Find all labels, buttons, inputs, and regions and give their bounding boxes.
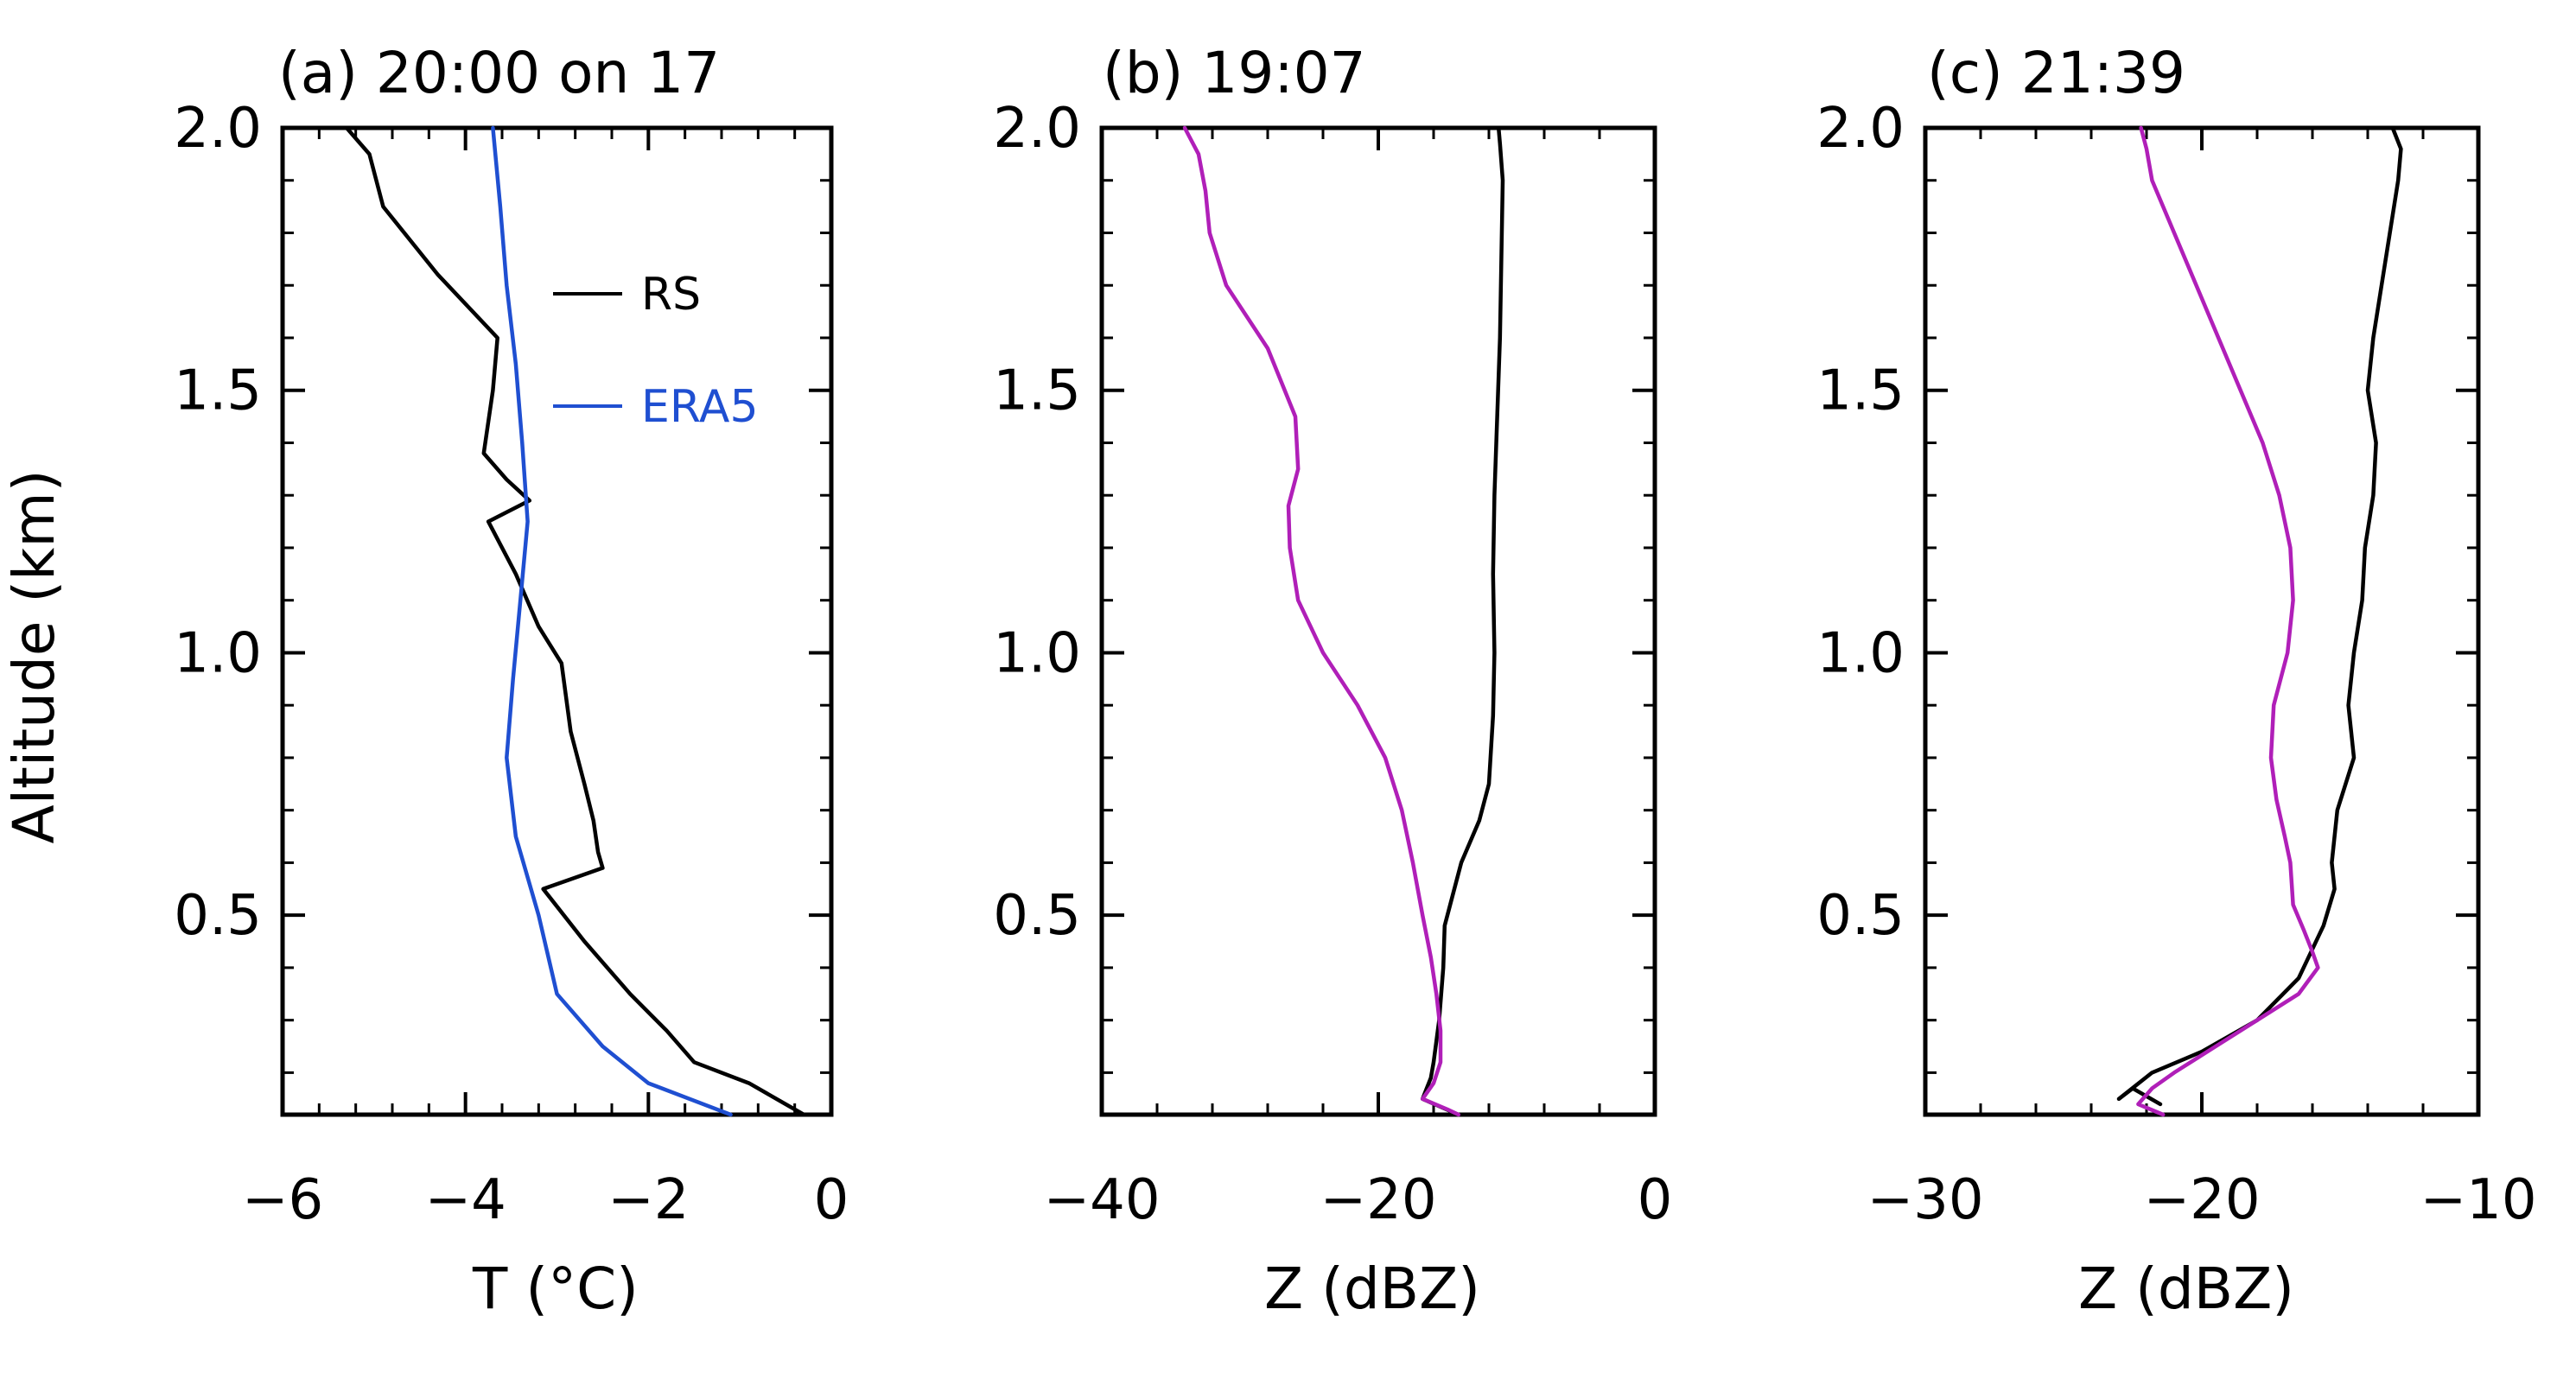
panel-b-title: (b) 19:07 xyxy=(1103,40,1366,106)
panel-b: (b) 19:07 −40 −20 0 0.5 1.0 1.5 2.0 Z (dBZ) xyxy=(993,40,1672,1322)
panel-a-ytick-label: 0.5 xyxy=(174,884,262,948)
panel-c-frame xyxy=(1923,125,2481,1117)
panel-c-xtick-label: −10 xyxy=(2420,1168,2536,1232)
panel-b-series-line-1 xyxy=(1420,125,1505,1117)
panel-a-xtick-label: −4 xyxy=(424,1168,506,1232)
panel-b-ytick-label: 0.5 xyxy=(993,884,1081,948)
panel-c-xtick-label: −20 xyxy=(2143,1168,2260,1232)
panel-c: (c) 21:39 −30 −20 −10 0.5 1.0 1.5 2.0 Z (dBZ) xyxy=(1816,40,2536,1322)
panel-c-ytick-label: 1.0 xyxy=(1816,621,1905,685)
panel-b-series-line-2 xyxy=(1182,125,1461,1117)
panel-c-plot-area: −30 −20 −10 0.5 1.0 1.5 2.0 xyxy=(1816,97,2536,1232)
panel-c-series-line-2 xyxy=(2136,125,2320,1117)
panel-a: (a) 20:00 on 17 −6 −4 −2 0 0.5 1.0 1.5 2.0 T (°… xyxy=(174,40,849,1322)
panel-b-ytick-label: 1.0 xyxy=(993,621,1081,685)
panel-b-xtick-label: −20 xyxy=(1320,1168,1436,1232)
legend-rs-label: RS xyxy=(641,269,701,321)
panel-c-title: (c) 21:39 xyxy=(1927,40,2185,106)
y-axis-label: Altitude (km) xyxy=(1,470,67,844)
panel-a-ytick-label: 1.0 xyxy=(174,621,262,685)
panel-a-legend: RS ERA5 xyxy=(553,269,759,433)
panel-c-ytick-label: 2.0 xyxy=(1816,97,1905,161)
panel-b-ytick-label: 2.0 xyxy=(993,97,1081,161)
panel-a-x-axis-label: T (°C) xyxy=(472,1255,639,1322)
panel-b-frame xyxy=(1099,125,1657,1117)
panel-b-plot-area: −40 −20 0 0.5 1.0 1.5 2.0 xyxy=(993,97,1672,1232)
panel-c-xtick-label: −30 xyxy=(1867,1168,1983,1232)
panel-a-ytick-label: 2.0 xyxy=(174,97,262,161)
panel-c-ytick-label: 1.5 xyxy=(1816,359,1905,423)
panel-c-series-line-1 xyxy=(2116,125,2403,1107)
panel-a-xtick-label: −6 xyxy=(242,1168,323,1232)
panel-b-ytick-label: 1.5 xyxy=(993,359,1081,423)
panel-b-x-axis-label: Z (dBZ) xyxy=(1264,1255,1480,1322)
panel-a-xtick-label: −2 xyxy=(607,1168,689,1232)
panel-b-xtick-label: −40 xyxy=(1043,1168,1160,1232)
panel-a-series-line-2 xyxy=(491,125,733,1117)
panel-a-plot-area: −6 −4 −2 0 0.5 1.0 1.5 2.0 xyxy=(174,97,849,1232)
panel-a-title: (a) 20:00 on 17 xyxy=(278,40,720,106)
panel-c-x-axis-label: Z (dBZ) xyxy=(2078,1255,2294,1322)
panel-c-ytick-label: 0.5 xyxy=(1816,884,1905,948)
panel-a-series-line-1 xyxy=(344,125,806,1117)
legend-era5-label: ERA5 xyxy=(641,381,759,433)
panel-a-frame xyxy=(280,125,834,1117)
panel-b-xtick-label: 0 xyxy=(1638,1168,1673,1232)
panel-a-xtick-label: 0 xyxy=(814,1168,849,1232)
panel-a-ytick-label: 1.5 xyxy=(174,359,262,423)
